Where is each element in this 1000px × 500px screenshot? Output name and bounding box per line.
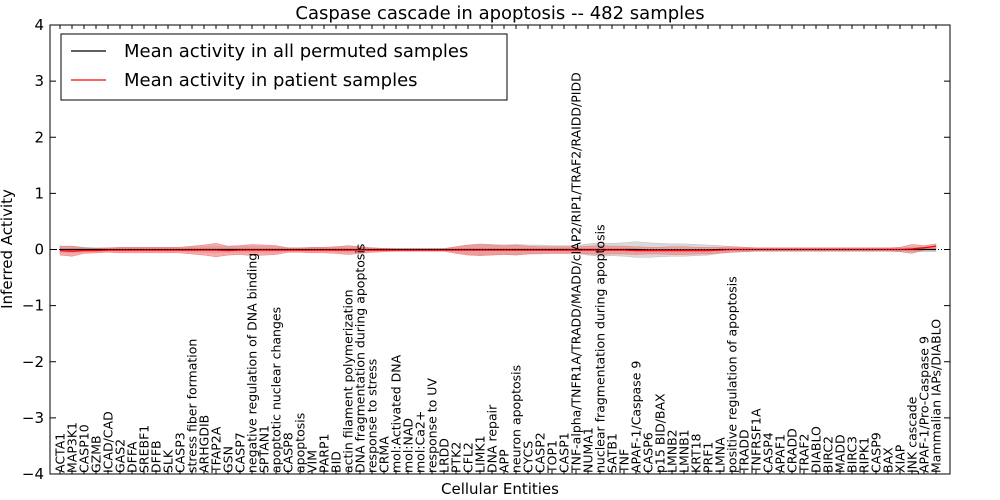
category-label: BAX <box>881 447 896 473</box>
category-label: MAP3K1 <box>65 422 80 473</box>
category-label: ARHGDIB <box>197 415 212 473</box>
category-label: CASP10 <box>77 424 92 473</box>
category-label: response to UV <box>425 378 440 473</box>
category-label: GSN <box>221 446 236 473</box>
category-label: PTK2 <box>449 442 464 473</box>
line-series-1 <box>59 245 937 252</box>
y-tick-label: −3 <box>22 409 44 427</box>
category-label: DNA repair <box>485 404 500 473</box>
category-label: ICAD/CAD <box>101 411 116 473</box>
category-label: BIRC2 <box>821 436 836 473</box>
category-label: actin filament polymerization <box>341 289 356 473</box>
category-label: mol:NAD <box>401 418 416 473</box>
category-label: CASP6 <box>641 432 656 473</box>
category-label: CASP7 <box>233 432 248 473</box>
category-label: CRADD <box>785 428 800 473</box>
category-label: CFL2 <box>461 442 476 473</box>
category-label: BID <box>329 451 344 473</box>
category-label: TNFRSF1A <box>749 408 764 474</box>
category-label: ACTA1 <box>53 433 68 473</box>
category-label: mol:Activated DNA <box>389 354 404 473</box>
category-label: TOP1 <box>545 440 560 474</box>
category-label: SATB1 <box>605 433 620 473</box>
y-tick-label: −1 <box>22 297 44 315</box>
legend-label: Mean activity in patient samples <box>124 70 418 91</box>
category-label: DNA fragmentation during apoptosis <box>353 244 368 473</box>
category-label: TRADD <box>737 429 752 474</box>
legend: Mean activity in all permuted samples Mea… <box>60 33 508 101</box>
chart-title: Caspase cascade in apoptosis -- 482 samp… <box>295 3 704 24</box>
category-label: LIMK1 <box>473 435 488 473</box>
category-label: RIPK1 <box>857 437 872 473</box>
category-label: KRT18 <box>689 433 704 473</box>
y-axis-label: Inferred Activity <box>0 189 16 309</box>
category-label: Mammalian IAPs/DIABLO <box>929 319 944 473</box>
category-label: BIRC3 <box>845 436 860 473</box>
category-label: DFFB <box>149 440 164 473</box>
category-label: positive regulation of apoptosis <box>725 276 740 473</box>
category-label: stress fiber formation <box>185 339 200 473</box>
category-label: p15 BID/BAX <box>653 393 668 473</box>
category-label: SLK <box>161 449 176 473</box>
category-label: TRAF2 <box>797 433 812 474</box>
category-label: SPTAN1 <box>257 425 272 473</box>
category-label: APAF-1/Caspase 9 <box>629 361 644 473</box>
y-tick-label: −2 <box>22 353 44 371</box>
category-label: apoptotic nuclear changes <box>269 307 284 473</box>
category-label: LMNB2 <box>665 429 680 473</box>
category-label: LMNB1 <box>677 429 692 473</box>
category-label: PARP1 <box>317 434 332 473</box>
category-label: mol:Ca2+ <box>413 411 428 473</box>
category-label: GZMB <box>89 435 104 473</box>
y-tick-label: 1 <box>34 184 44 202</box>
y-axis-ticks: −4 −3 −2 −1 0 1 2 3 4 <box>22 16 950 483</box>
category-label: JNK cascade <box>905 396 920 474</box>
category-label: CASP8 <box>281 432 296 473</box>
category-label: DFFA <box>125 441 140 473</box>
category-label: CASP9 <box>869 432 884 473</box>
y-tick-label: −4 <box>22 465 44 483</box>
y-tick-label: 2 <box>34 128 44 146</box>
category-label: APP <box>497 449 512 473</box>
category-label: CASP3 <box>173 432 188 473</box>
category-label: negative regulation of DNA binding <box>245 253 260 473</box>
category-label: CASP4 <box>761 432 776 473</box>
category-label: APAF1 <box>773 434 788 473</box>
category-label: APAF-1/Pro-Caspase 9 <box>917 336 932 473</box>
category-label: PRF1 <box>701 442 716 473</box>
category-label: neuron apoptosis <box>509 365 524 473</box>
category-label: GAS2 <box>113 439 128 473</box>
category-label: XIAP <box>893 444 908 473</box>
legend-label: Mean activity in all permuted samples <box>124 41 468 62</box>
y-tick-label: 0 <box>34 241 44 259</box>
category-label: DIABLO <box>809 426 824 473</box>
category-label: MADD <box>833 434 848 473</box>
category-label: response to stress <box>365 359 380 473</box>
category-label: SREBF1 <box>137 425 152 473</box>
category-label: CASP2 <box>533 432 548 473</box>
category-labels: ACTA1MAP3K1CASP10GZMBICAD/CADGAS2DFFASRE… <box>53 72 944 474</box>
x-axis-ticks <box>59 25 937 474</box>
category-label: TNF-alpha/TNFR1A/TRADD/MADD/cIAP2/RIP1/T… <box>569 72 584 474</box>
category-label: CRMA <box>377 436 392 473</box>
x-axis-label: Cellular Entities <box>441 480 559 498</box>
category-label: TFAP2A <box>209 426 224 474</box>
y-tick-label: 3 <box>34 72 44 90</box>
category-label: NUMA1 <box>581 427 596 473</box>
legend-box <box>60 33 508 101</box>
y-tick-label: 4 <box>34 16 44 34</box>
plot-frame <box>49 24 951 475</box>
category-label: apoptosis <box>293 413 308 473</box>
category-label: LRDD <box>437 438 452 473</box>
category-label: CASP1 <box>557 432 572 473</box>
category-label: VIM <box>305 450 320 473</box>
category-label: nuclear fragmentation during apoptosis <box>593 224 608 473</box>
category-label: CYCS <box>521 441 536 473</box>
category-label: TNF <box>617 449 632 474</box>
category-label: LMNA <box>713 437 728 473</box>
